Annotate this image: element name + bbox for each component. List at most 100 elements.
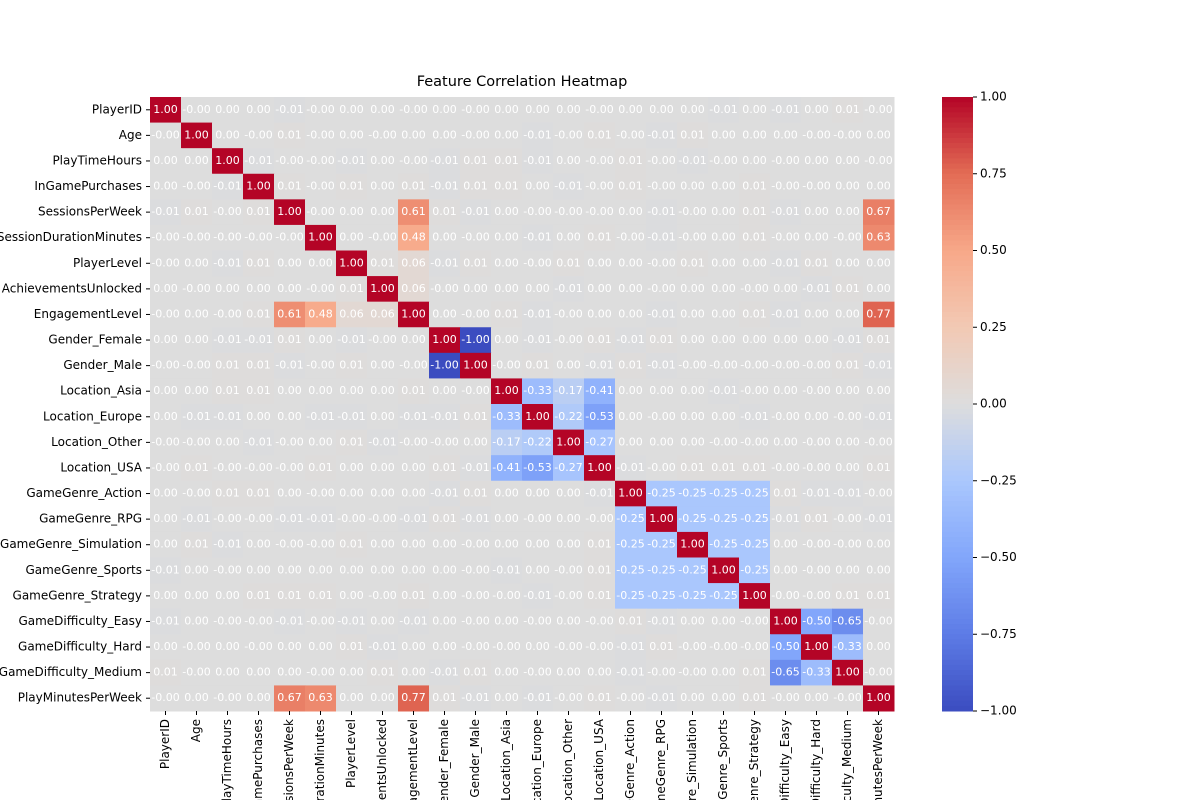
heatmap-cell — [181, 148, 213, 175]
cell-label: 1.00 — [556, 435, 581, 448]
cell-label: 0.01 — [525, 359, 550, 372]
heatmap-cell — [305, 583, 337, 610]
heatmap-cell — [181, 97, 213, 124]
cell-label: -0.00 — [585, 180, 613, 193]
heatmap-cell — [150, 97, 182, 124]
cell-label: -0.27 — [554, 461, 582, 474]
heatmap-cell — [553, 583, 585, 610]
y-tick-label: PlayerID — [92, 102, 142, 116]
cell-label: 0.01 — [773, 487, 798, 500]
heatmap-cell — [522, 583, 554, 610]
cell-label: 0.48 — [308, 307, 333, 320]
heatmap-cell — [305, 480, 337, 507]
colorbar-segment — [942, 189, 973, 195]
heatmap-cell — [367, 583, 399, 610]
heatmap-cell — [181, 429, 213, 456]
cell-label: 1.00 — [649, 512, 674, 525]
y-tick-label: Location_USA — [60, 460, 142, 474]
x-tick-label: PlayMinutesPerWeek — [871, 719, 885, 800]
cell-label: 0.00 — [370, 614, 395, 627]
heatmap-cell — [832, 276, 864, 303]
heatmap-cell — [708, 634, 740, 661]
heatmap-cell — [553, 352, 585, 379]
heatmap-cell — [832, 506, 864, 533]
heatmap-cell — [615, 583, 647, 610]
cell-label: -0.01 — [585, 359, 613, 372]
cell-label: 0.00 — [773, 333, 798, 346]
heatmap-cell — [646, 122, 678, 149]
cell-label: -0.01 — [151, 614, 179, 627]
cell-label: -0.00 — [678, 640, 706, 653]
cell-label: 0.00 — [494, 333, 519, 346]
heatmap-cell — [584, 327, 616, 354]
heatmap-cell — [677, 685, 709, 712]
colorbar-segment — [942, 649, 973, 656]
cell-label: -0.01 — [833, 487, 861, 500]
cell-label: -0.00 — [616, 128, 644, 141]
heatmap-cell — [522, 352, 554, 379]
cell-label: -0.00 — [709, 435, 737, 448]
cell-label: 0.00 — [463, 435, 488, 448]
cell-label: -0.01 — [151, 563, 179, 576]
heatmap-cell — [181, 352, 213, 379]
heatmap-cell — [708, 97, 740, 124]
heatmap-cell — [615, 531, 647, 558]
colorbar-segment — [942, 250, 973, 257]
cell-label: -0.01 — [523, 128, 551, 141]
cell-label: -0.01 — [399, 410, 427, 423]
cell-label: 0.00 — [525, 103, 550, 116]
colorbar-segment — [942, 281, 973, 287]
cell-label: 0.00 — [308, 640, 333, 653]
cell-label: 0.01 — [184, 461, 209, 474]
heatmap-cell — [615, 301, 647, 328]
cell-label: 0.00 — [618, 435, 643, 448]
heatmap-cell — [739, 531, 771, 558]
heatmap-cell — [615, 634, 647, 661]
heatmap-cell — [553, 250, 585, 277]
heatmap-cell — [274, 685, 306, 712]
cell-label: 0.63 — [866, 231, 891, 244]
colorbar-segment — [942, 378, 973, 385]
cell-label: 1.00 — [308, 231, 333, 244]
y-tick-label: GameDifficulty_Hard — [18, 640, 142, 654]
cell-label: -0.00 — [647, 410, 675, 423]
heatmap-cell — [553, 148, 585, 175]
cell-label: 0.00 — [153, 512, 178, 525]
heatmap-cell — [739, 276, 771, 303]
cell-label: -0.00 — [461, 384, 489, 397]
cell-label: -0.53 — [523, 461, 551, 474]
cell-label: 0.00 — [742, 103, 767, 116]
heatmap-cell — [336, 199, 368, 226]
cell-label: 0.01 — [215, 359, 240, 372]
heatmap-cell — [367, 199, 399, 226]
heatmap-cell — [336, 404, 368, 431]
heatmap-cell — [677, 531, 709, 558]
cell-label: -0.00 — [554, 205, 582, 218]
cell-label: -0.00 — [151, 359, 179, 372]
cell-label: 0.00 — [618, 307, 643, 320]
heatmap-cell — [770, 250, 802, 277]
cell-label: -0.00 — [647, 180, 675, 193]
heatmap-cell — [553, 455, 585, 482]
cell-label: -0.25 — [740, 487, 768, 500]
heatmap-cell — [429, 97, 461, 124]
cell-label: 0.00 — [277, 410, 302, 423]
heatmap-cell — [274, 429, 306, 456]
cell-label: -0.33 — [492, 410, 520, 423]
cell-label: -0.01 — [213, 410, 241, 423]
colorbar-tick-label: 0.25 — [980, 320, 1007, 334]
heatmap-cell — [460, 455, 492, 482]
cell-label: 0.01 — [401, 384, 426, 397]
cell-label: -0.00 — [585, 154, 613, 167]
heatmap-cell — [491, 378, 523, 405]
heatmap-cell — [584, 659, 616, 686]
cell-label: -0.00 — [244, 461, 272, 474]
cell-label: -0.01 — [864, 410, 892, 423]
cell-label: 0.00 — [184, 563, 209, 576]
cell-label: -0.00 — [492, 640, 520, 653]
heatmap-cell — [274, 583, 306, 610]
cell-label: -0.00 — [275, 538, 303, 551]
heatmap-cell — [584, 199, 616, 226]
cell-label: 0.00 — [308, 384, 333, 397]
cell-label: 0.01 — [494, 180, 519, 193]
